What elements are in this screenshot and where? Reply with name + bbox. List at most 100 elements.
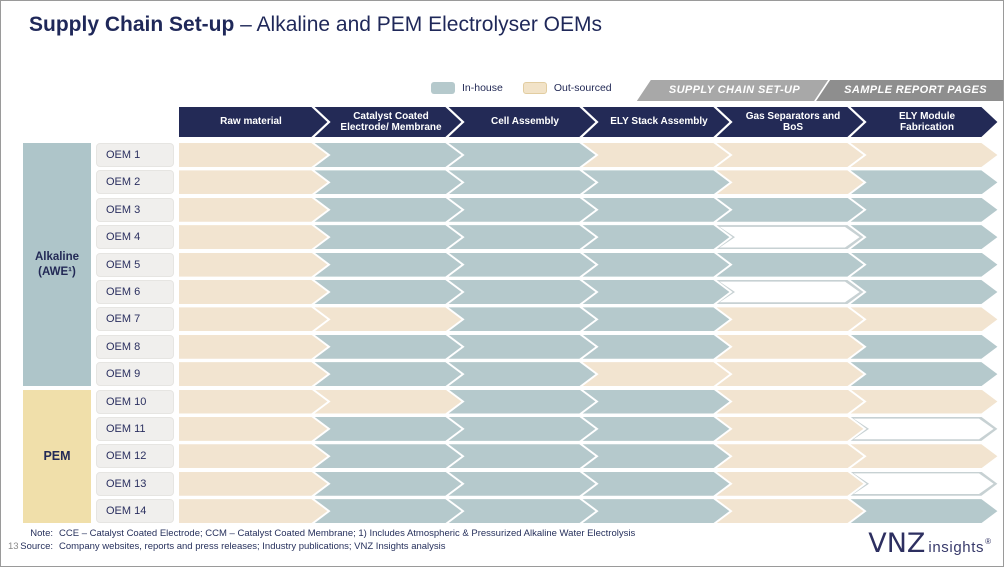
cell-oem-2-stage-2-in <box>313 170 463 195</box>
page-title: Supply Chain Set-up – Alkaline and PEM E… <box>29 13 602 37</box>
oem-row-label: OEM 2 <box>96 170 174 195</box>
registered-mark-icon: ® <box>985 537 991 546</box>
oem-row-label: OEM 1 <box>96 143 174 167</box>
cell-oem-12-stage-4-in <box>581 444 731 469</box>
stage-header-row: Raw material Catalyst Coated Electrode/ M… <box>179 107 1001 137</box>
cell-oem-13-stage-6-blank <box>849 471 999 496</box>
footnotes: Note: CCE – Catalyst Coated Electrode; C… <box>1 527 681 553</box>
cell-oem-5-stage-3-in <box>447 252 597 277</box>
oem-row-label: OEM 13 <box>96 471 174 496</box>
cell-oem-7-stage-1-out <box>179 307 329 332</box>
cell-oem-14-stage-3-in <box>447 499 597 524</box>
cell-oem-4-stage-5-blank <box>715 225 865 250</box>
oem-row-oem-2: OEM 2 <box>96 170 1001 195</box>
note-text: CCE – Catalyst Coated Electrode; CCM – C… <box>59 528 636 539</box>
oem-row-label: OEM 5 <box>96 252 174 277</box>
source-label: Source: <box>20 541 53 552</box>
cell-oem-10-stage-6-out <box>849 389 999 414</box>
cell-oem-3-stage-2-in <box>313 197 463 222</box>
cell-oem-14-stage-4-in <box>581 499 731 524</box>
stage-header-raw-material: Raw material <box>179 107 329 137</box>
cell-oem-5-stage-1-out <box>179 252 329 277</box>
oem-row-label: OEM 11 <box>96 416 174 441</box>
cell-oem-7-stage-5-out <box>715 307 865 332</box>
oem-row-oem-13: OEM 13 <box>96 471 1001 496</box>
cell-oem-6-stage-1-out <box>179 279 329 304</box>
stage-header-cell-assembly: Cell Assembly <box>447 107 597 137</box>
cell-oem-5-stage-2-in <box>313 252 463 277</box>
oem-row-label: OEM 8 <box>96 334 174 359</box>
cell-oem-7-stage-3-in <box>447 307 597 332</box>
cell-oem-6-stage-4-in <box>581 279 731 304</box>
cell-oem-5-stage-4-in <box>581 252 731 277</box>
cell-oem-3-stage-3-in <box>447 197 597 222</box>
cell-oem-9-stage-6-in <box>849 362 999 387</box>
stage-header-catalyst-coated-electrode-membrane: Catalyst Coated Electrode/ Membrane <box>313 107 463 137</box>
group-alkaline: Alkaline (AWE¹) <box>23 143 91 387</box>
cell-oem-3-stage-1-out <box>179 197 329 222</box>
oem-row-label: OEM 6 <box>96 279 174 304</box>
note-row: Note: CCE – Catalyst Coated Electrode; C… <box>1 527 681 540</box>
in-house-swatch-icon <box>431 82 455 94</box>
cell-oem-2-stage-6-in <box>849 170 999 195</box>
oem-row-oem-3: OEM 3 <box>96 197 1001 222</box>
cell-oem-5-stage-5-in <box>715 252 865 277</box>
cell-oem-11-stage-6-blank <box>849 416 999 441</box>
cell-oem-2-stage-1-out <box>179 170 329 195</box>
tab-sample-report-pages[interactable]: SAMPLE REPORT PAGES <box>816 80 1003 101</box>
cell-oem-13-stage-1-out <box>179 471 329 496</box>
cell-oem-7-stage-2-out <box>313 307 463 332</box>
oem-row-label: OEM 3 <box>96 197 174 222</box>
cell-oem-6-stage-6-in <box>849 279 999 304</box>
oem-row-label: OEM 4 <box>96 225 174 250</box>
tab-supply-chain-set-up[interactable]: SUPPLY CHAIN SET-UP <box>637 80 828 101</box>
oem-row-label: OEM 9 <box>96 362 174 387</box>
cell-oem-12-stage-5-out <box>715 444 865 469</box>
cell-oem-8-stage-4-in <box>581 334 731 359</box>
cell-oem-9-stage-5-out <box>715 362 865 387</box>
cell-oem-14-stage-6-in <box>849 499 999 524</box>
cell-oem-1-stage-6-out <box>849 143 999 167</box>
oem-row-label: OEM 10 <box>96 389 174 414</box>
cell-oem-12-stage-1-out <box>179 444 329 469</box>
cell-oem-12-stage-6-out <box>849 444 999 469</box>
oem-row-oem-14: OEM 14 <box>96 499 1001 524</box>
oem-row-oem-7: OEM 7 <box>96 307 1001 332</box>
cell-oem-1-stage-2-in <box>313 143 463 167</box>
cell-oem-1-stage-5-out <box>715 143 865 167</box>
cell-oem-5-stage-6-in <box>849 252 999 277</box>
cell-oem-7-stage-6-out <box>849 307 999 332</box>
supply-chain-matrix: Raw material Catalyst Coated Electrode/ M… <box>23 107 1001 524</box>
cell-oem-1-stage-4-out <box>581 143 731 167</box>
cell-oem-10-stage-1-out <box>179 389 329 414</box>
cell-oem-12-stage-2-in <box>313 444 463 469</box>
cell-oem-9-stage-1-out <box>179 362 329 387</box>
cell-oem-6-stage-5-blank <box>715 279 865 304</box>
cell-oem-8-stage-3-in <box>447 334 597 359</box>
cell-oem-4-stage-2-in <box>313 225 463 250</box>
note-label: Note: <box>30 528 53 539</box>
cell-oem-9-stage-3-in <box>447 362 597 387</box>
cell-oem-8-stage-1-out <box>179 334 329 359</box>
oem-row-oem-5: OEM 5 <box>96 252 1001 277</box>
cell-oem-2-stage-4-in <box>581 170 731 195</box>
cell-oem-11-stage-3-in <box>447 416 597 441</box>
cell-oem-14-stage-2-in <box>313 499 463 524</box>
cell-oem-9-stage-4-out <box>581 362 731 387</box>
cell-oem-6-stage-2-in <box>313 279 463 304</box>
cell-oem-4-stage-4-in <box>581 225 731 250</box>
group-column: Alkaline (AWE¹) PEM <box>23 143 91 527</box>
nav-tabs: SUPPLY CHAIN SET-UP SAMPLE REPORT PAGES <box>637 80 1003 101</box>
logo-word: insights <box>928 539 985 556</box>
cell-oem-7-stage-4-in <box>581 307 731 332</box>
cell-oem-14-stage-5-out <box>715 499 865 524</box>
cell-oem-6-stage-3-in <box>447 279 597 304</box>
page-title-bold: Supply Chain Set-up <box>29 13 235 36</box>
oem-row-oem-10: OEM 10 <box>96 389 1001 414</box>
legend-label-out-sourced: Out-sourced <box>553 82 612 94</box>
cell-oem-13-stage-5-out <box>715 471 865 496</box>
cell-oem-10-stage-5-out <box>715 389 865 414</box>
cell-oem-10-stage-4-in <box>581 389 731 414</box>
oem-row-label: OEM 14 <box>96 499 174 524</box>
